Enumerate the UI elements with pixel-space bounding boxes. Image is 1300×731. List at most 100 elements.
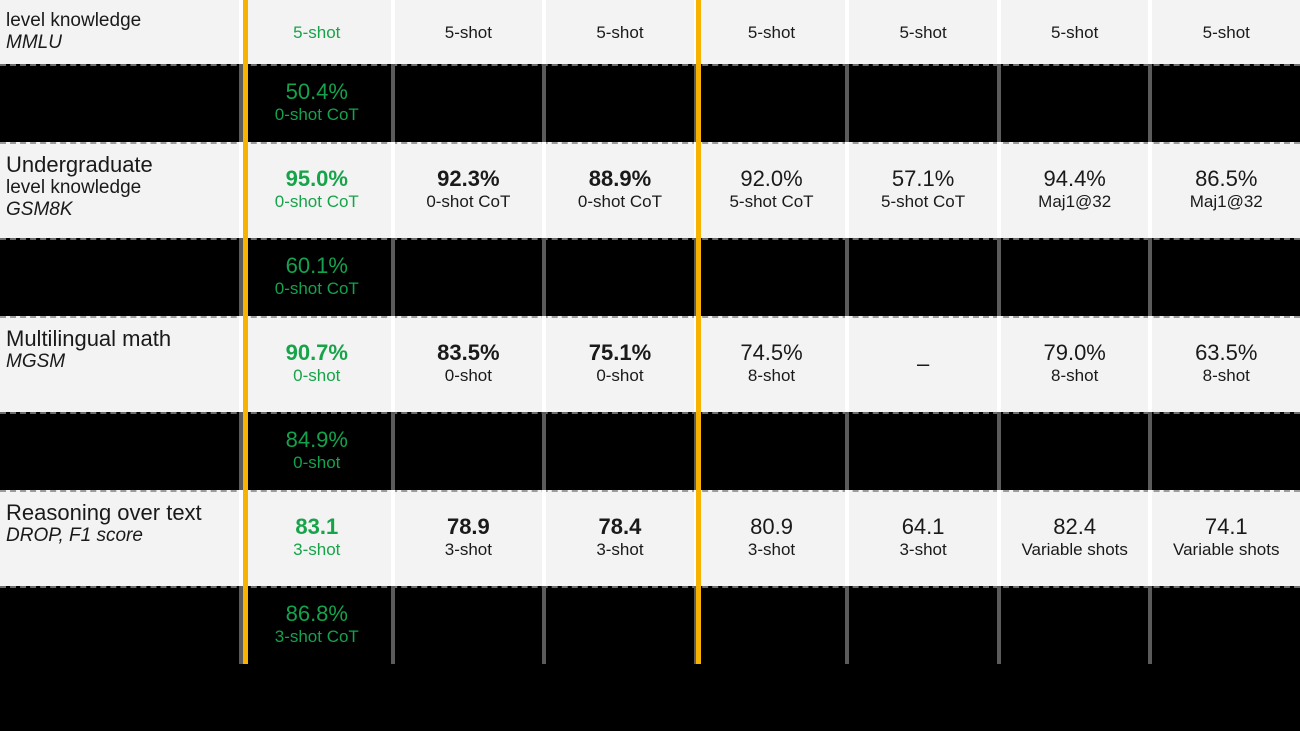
table-cell: 74.1 Variable shots xyxy=(1152,490,1300,586)
table-cell xyxy=(1152,64,1300,142)
cell-subtext: Maj1@32 xyxy=(1038,193,1111,212)
table-cell: 82.4Variable shots xyxy=(1001,490,1153,586)
cell-value: 50.4% xyxy=(286,80,348,104)
table-cell xyxy=(849,64,1001,142)
table-cell: 78.4 3-shot xyxy=(546,490,698,586)
cell-subtext: 8-shot xyxy=(1203,367,1250,386)
cell-subtext: Variable shots xyxy=(1173,541,1279,560)
cell-subtext: 3-shot xyxy=(899,541,946,560)
cell-subtext: 8-shot xyxy=(748,367,795,386)
cell-value: 92.0% xyxy=(740,167,802,191)
gold-divider-1 xyxy=(243,0,248,664)
row-label-subtitle: level knowledge xyxy=(6,10,141,32)
table-row: Reasoning over textDROP, F1 score 83.1 3-s… xyxy=(0,490,1300,586)
table-cell xyxy=(1001,64,1153,142)
cell-subtext: 3-shot xyxy=(445,541,492,560)
table-cell xyxy=(1001,238,1153,316)
table-cell xyxy=(546,64,698,142)
cell-value: 86.8% xyxy=(286,602,348,626)
table-cell: 5-shot xyxy=(1001,0,1153,64)
cell-value: 83.1 xyxy=(295,515,338,539)
table-cell: 94.4%Maj1@32 xyxy=(1001,142,1153,238)
cell-subtext: 0-shot xyxy=(445,367,492,386)
row-label-title: Reasoning over text xyxy=(6,500,202,525)
table-cell xyxy=(395,586,547,664)
table-cell: 79.0%8-shot xyxy=(1001,316,1153,412)
table-row: 86.8% 3-shot CoT xyxy=(0,586,1300,664)
cell-subtext: 5-shot CoT xyxy=(881,193,965,212)
row-label: Multilingual mathMGSM xyxy=(0,316,243,412)
cell-value: 92.3% xyxy=(437,167,499,191)
cell-value: 57.1% xyxy=(892,167,954,191)
row-label: Reasoning over textDROP, F1 score xyxy=(0,490,243,586)
table-cell: 50.4% 0-shot CoT xyxy=(243,64,395,142)
row-label xyxy=(0,412,243,490)
table-cell: 92.3% 0-shot CoT xyxy=(395,142,547,238)
table-cell xyxy=(698,64,850,142)
cell-value: – xyxy=(917,352,929,376)
cell-value: 74.1 xyxy=(1205,515,1248,539)
table-row: Undergraduatelevel knowledgeGSM8K95.0%0-… xyxy=(0,142,1300,238)
table-cell: 63.5% 8-shot xyxy=(1152,316,1300,412)
cell-value: 64.1 xyxy=(902,515,945,539)
row-label-dataset: DROP, F1 score xyxy=(6,525,143,547)
table-cell: 86.8% 3-shot CoT xyxy=(243,586,395,664)
table-row: Multilingual mathMGSM90.7%0-shot83.5%0-s… xyxy=(0,316,1300,412)
cell-subtext: 5-shot xyxy=(596,24,643,43)
cell-subtext: 0-shot xyxy=(293,367,340,386)
cell-subtext: Maj1@32 xyxy=(1190,193,1263,212)
table-cell xyxy=(546,238,698,316)
cell-value: 90.7% xyxy=(286,341,348,365)
table-cell xyxy=(698,586,850,664)
table-cell: 5-shot xyxy=(243,0,395,64)
table-cell xyxy=(849,412,1001,490)
table-cell xyxy=(698,412,850,490)
cell-value: 63.5% xyxy=(1195,341,1257,365)
cell-subtext: 3-shot CoT xyxy=(275,628,359,647)
cell-value: 79.0% xyxy=(1043,341,1105,365)
table-cell: 83.5%0-shot xyxy=(395,316,547,412)
table-cell: 84.9%0-shot xyxy=(243,412,395,490)
table-cell: 5-shot xyxy=(849,0,1001,64)
cell-subtext: 5-shot xyxy=(1203,24,1250,43)
row-label xyxy=(0,238,243,316)
cell-subtext: 5-shot xyxy=(445,24,492,43)
row-label-dataset: MGSM xyxy=(6,351,65,373)
table-cell: 86.5% Maj1@32 xyxy=(1152,142,1300,238)
table-cell: 74.5% 8-shot xyxy=(698,316,850,412)
table-cell: 5-shot xyxy=(698,0,850,64)
table-row: level knowledgeMMLU5-shot5-shot5-shot5-s… xyxy=(0,0,1300,64)
table-cell: 78.93-shot xyxy=(395,490,547,586)
table-cell: 5-shot xyxy=(1152,0,1300,64)
cell-subtext: 5-shot xyxy=(748,24,795,43)
cell-subtext: 3-shot xyxy=(596,541,643,560)
cell-value: 74.5% xyxy=(740,341,802,365)
table-cell: 88.9%0-shot CoT xyxy=(546,142,698,238)
benchmark-table: level knowledgeMMLU5-shot5-shot5-shot5-s… xyxy=(0,0,1300,664)
row-label xyxy=(0,586,243,664)
table-cell: 75.1%0-shot xyxy=(546,316,698,412)
cell-value: 86.5% xyxy=(1195,167,1257,191)
table-cell: 80.93-shot xyxy=(698,490,850,586)
table-cell: – xyxy=(849,316,1001,412)
cell-subtext: 3-shot xyxy=(293,541,340,560)
cell-subtext: Variable shots xyxy=(1021,541,1127,560)
table-cell: 95.0%0-shot CoT xyxy=(243,142,395,238)
cell-value: 84.9% xyxy=(286,428,348,452)
cell-subtext: 0-shot CoT xyxy=(426,193,510,212)
table-cell xyxy=(395,238,547,316)
gold-divider-2 xyxy=(696,0,701,664)
table-cell xyxy=(849,586,1001,664)
table-cell: 5-shot xyxy=(395,0,547,64)
table-cell xyxy=(546,586,698,664)
table-cell xyxy=(1152,412,1300,490)
cell-value: 78.4 xyxy=(599,515,642,539)
row-label-title: Undergraduate xyxy=(6,152,153,177)
table-cell: 64.1 3-shot xyxy=(849,490,1001,586)
cell-subtext: 5-shot xyxy=(899,24,946,43)
cell-subtext: 0-shot CoT xyxy=(275,106,359,125)
cell-subtext: 5-shot CoT xyxy=(729,193,813,212)
row-label-title: Multilingual math xyxy=(6,326,171,351)
table-cell xyxy=(1152,586,1300,664)
cell-subtext: 0-shot CoT xyxy=(275,280,359,299)
